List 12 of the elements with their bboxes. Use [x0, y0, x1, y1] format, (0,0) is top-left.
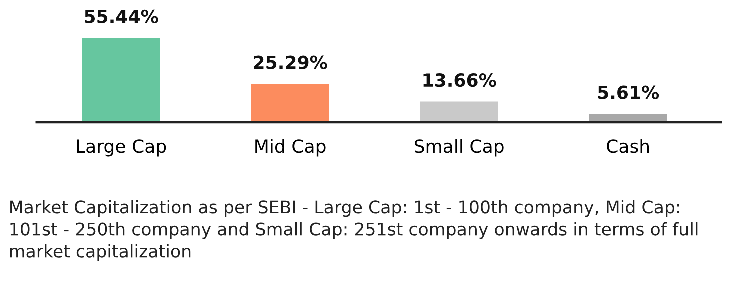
x-tick-label: Small Cap [415, 139, 504, 157]
bar [251, 84, 330, 123]
data-label: 55.44% [85, 10, 158, 24]
data-label: 13.66% [424, 74, 496, 88]
text: Market Capitalization as per SEBI - Large Cap: 1st - 100th company, Mid Cap: 101st - 250th company and Small Cap: 251st company onwards in terms of full market capitalization [10, 200, 698, 262]
x-tick-label: Large Cap [77, 140, 166, 157]
data-label: 5.61% [598, 86, 660, 100]
bar [420, 102, 498, 123]
x-tick-label: Mid Cap [256, 139, 326, 157]
bar [82, 38, 160, 123]
x-tick-label: Cash [607, 139, 650, 154]
data-label: 25.29% [254, 56, 328, 70]
